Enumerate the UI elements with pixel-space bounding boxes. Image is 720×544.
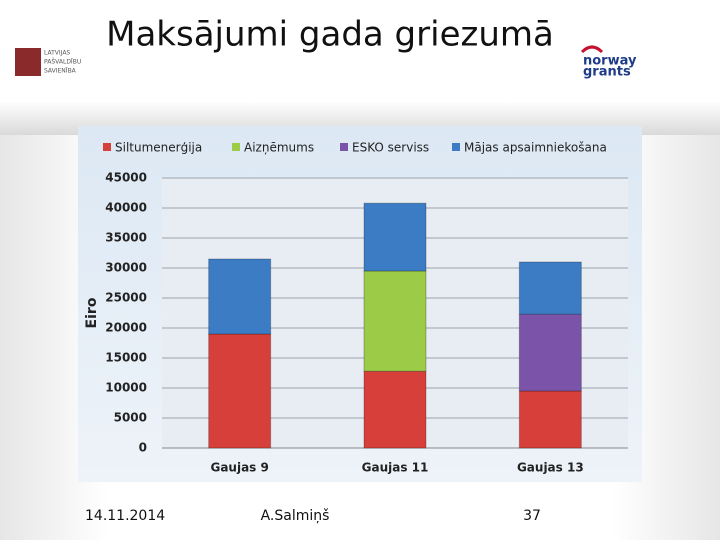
x-tick-label: Gaujas 11 — [362, 461, 429, 475]
bar-segment — [518, 390, 582, 449]
y-tick-label: 25000 — [105, 291, 147, 305]
x-tick-label: Gaujas 9 — [210, 461, 268, 475]
page-number: 37 — [523, 508, 541, 524]
bar-segment — [518, 261, 582, 315]
bar-segment — [208, 258, 272, 335]
legend-label: Aizņēmums — [244, 141, 314, 155]
y-tick-label: 30000 — [105, 261, 147, 275]
bar-segment — [518, 313, 582, 392]
legend-label: ESKO serviss — [352, 141, 429, 155]
bar-segment — [363, 370, 427, 449]
legend-swatch — [452, 143, 460, 151]
y-tick-label: 45000 — [105, 171, 147, 185]
bar-segment — [208, 333, 272, 449]
slide-title: Maksājumi gada griezumā — [106, 15, 554, 55]
logo-text: SAVIENĪBA — [44, 68, 77, 75]
logo-text: PAŠVALDĪBU — [44, 59, 81, 66]
footer-author: A.Salmiņš — [261, 508, 330, 524]
bar-segment — [363, 202, 427, 272]
y-tick-label: 5000 — [114, 411, 147, 425]
y-tick-label: 0 — [139, 441, 147, 455]
y-tick-label: 15000 — [105, 351, 147, 365]
logo-text: grants — [583, 65, 631, 80]
legend-label: Mājas apsaimniekošana — [464, 141, 607, 155]
logo-text: LATVIJAS — [44, 50, 70, 57]
header — [0, 0, 720, 135]
y-axis-label: Eiro — [84, 297, 100, 328]
bar-segment — [363, 270, 427, 372]
logo-arc — [580, 45, 604, 54]
y-tick-label: 10000 — [105, 381, 147, 395]
legend-swatch — [103, 143, 111, 151]
logo-text: norway — [583, 54, 637, 69]
legend-label: Siltumenerģija — [115, 141, 202, 155]
footer-date: 14.11.2014 — [85, 508, 165, 524]
x-tick-label: Gaujas 13 — [517, 461, 584, 475]
logo-mark — [15, 48, 41, 76]
y-tick-label: 35000 — [105, 231, 147, 245]
legend-swatch — [232, 143, 240, 151]
y-tick-label: 20000 — [105, 321, 147, 335]
y-tick-label: 40000 — [105, 201, 147, 215]
legend-swatch — [340, 143, 348, 151]
